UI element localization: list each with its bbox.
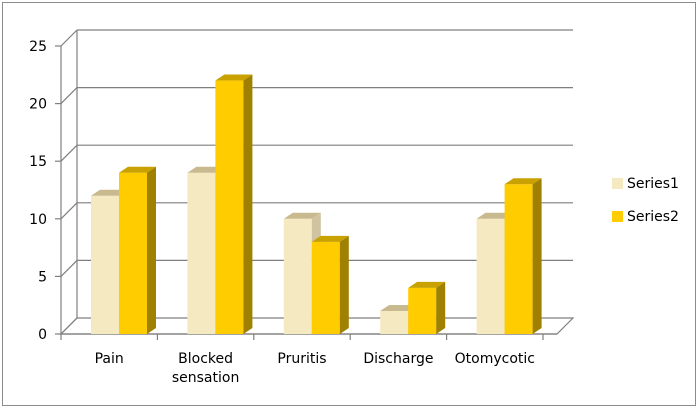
bar-front: [91, 195, 119, 334]
y-tick-labels: 0 5 10 15 20 25: [29, 39, 47, 343]
bar-chart: 0 5 10 15 20 25 Pain Blocked sensation Pruritis D…: [29, 29, 679, 386]
x-tick-label: Otomycotic: [455, 351, 535, 367]
bar-series2-2: [311, 235, 349, 334]
bar-front: [187, 172, 216, 334]
grid-diagonal: [60, 144, 78, 162]
x-tick-label: Blocked sensation: [172, 351, 239, 386]
y-tick-label: 5: [38, 269, 47, 285]
y-tick-label: 25: [29, 39, 47, 55]
bar-front: [380, 310, 409, 334]
bar-front: [408, 287, 437, 334]
bar-side: [532, 178, 542, 334]
y-tick-label: 15: [29, 154, 47, 170]
bar-top: [187, 166, 225, 173]
legend-swatch-series2: [612, 211, 623, 222]
bar-series2-0: [119, 166, 156, 334]
bar-front: [119, 172, 147, 334]
bar-top: [476, 212, 514, 219]
bar-top: [119, 166, 156, 173]
bar-top: [91, 189, 128, 196]
bar-front: [504, 184, 533, 334]
legend-swatch-series1: [612, 178, 623, 189]
bar-series2-1: [215, 74, 253, 334]
legend-label-series2: Series2: [627, 209, 679, 225]
bar-front: [283, 218, 312, 334]
bar-side: [339, 235, 349, 334]
grid-diagonal: [60, 202, 78, 220]
legend: Series1 Series2: [612, 176, 679, 225]
bar-front: [215, 80, 244, 334]
legend-label-series1: Series1: [627, 176, 679, 192]
x-tick-labels: Pain Blocked sensation Pruritis Discharge Oto…: [95, 351, 535, 386]
y-tick-label: 0: [38, 327, 47, 343]
chart-frame: 0 5 10 15 20 25 Pain Blocked sensation Pruritis D…: [2, 2, 696, 406]
bar-top: [311, 235, 349, 242]
bar-top: [283, 212, 321, 219]
bar-series2-4: [504, 178, 542, 334]
grid-diagonal: [60, 317, 78, 335]
bar-side: [243, 74, 253, 334]
bar-side: [436, 281, 446, 334]
bar-top: [408, 281, 446, 288]
bar-front: [311, 241, 340, 334]
grid-diagonal: [60, 29, 78, 47]
grid-diagonal: [60, 87, 78, 105]
bar-top: [504, 178, 542, 185]
bars: [91, 74, 542, 334]
bar-series2-3: [408, 281, 446, 334]
x-tick-label: Pain: [95, 351, 124, 367]
bar-top: [380, 304, 418, 311]
bar-front: [476, 218, 505, 334]
y-tick-label: 10: [29, 212, 47, 228]
grid-diagonal: [60, 259, 78, 277]
bar-top: [215, 74, 253, 81]
x-tick-label: Discharge: [363, 351, 433, 367]
y-tick-label: 20: [29, 97, 47, 113]
bar-side: [147, 166, 156, 334]
x-tick-label: Pruritis: [277, 351, 326, 367]
